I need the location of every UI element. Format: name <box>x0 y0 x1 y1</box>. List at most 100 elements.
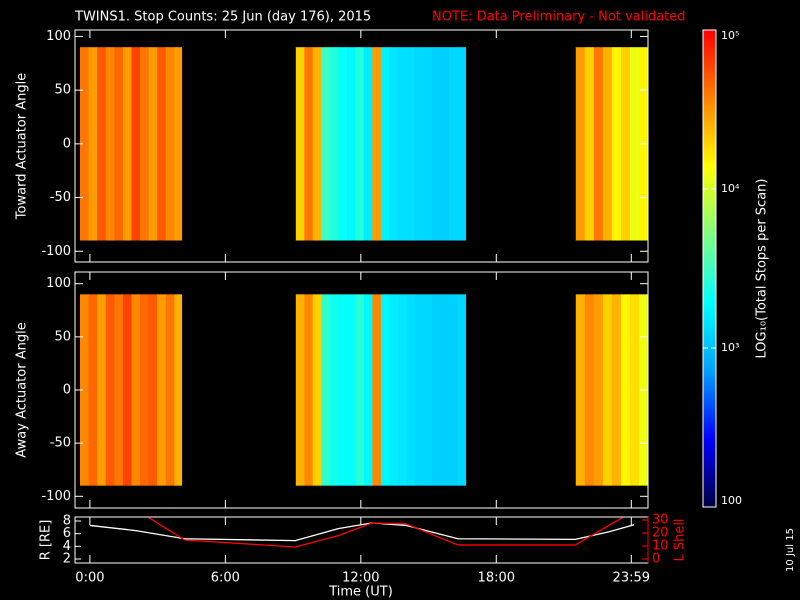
heatmap-cell <box>611 294 622 486</box>
heatmap-cell <box>457 47 467 241</box>
heatmap-cell <box>629 47 640 241</box>
y2-tick-label: 0 <box>652 551 660 566</box>
heatmap-cell <box>602 47 613 241</box>
y-tick-label: 50 <box>54 329 71 344</box>
heatmap-cell <box>372 47 382 241</box>
heatmap-cell <box>114 294 124 486</box>
chart-title: TWINS1. Stop Counts: 25 Jun (day 176), 2… <box>74 10 371 25</box>
heatmap-cell <box>575 294 586 486</box>
panel-frame <box>74 29 649 263</box>
heatmap-cell <box>174 47 183 241</box>
heatmap-cell <box>346 47 356 241</box>
colorbar <box>702 29 717 508</box>
heatmap-cell <box>105 294 115 486</box>
heatmap-cell <box>97 47 107 241</box>
heatmap-cell <box>593 294 604 486</box>
heatmap-cell <box>414 294 424 486</box>
y-tick-label: 4 <box>63 539 71 554</box>
heatmap-cell <box>448 47 458 241</box>
heatmap-cell <box>431 47 441 241</box>
heatmap-cell <box>406 294 416 486</box>
colorbar-label: LOG₁₀(Total Stops per Scan) <box>755 179 770 359</box>
y-tick-label: 0 <box>63 136 71 151</box>
heatmap-cell <box>122 47 132 241</box>
y-tick-label: 100 <box>46 29 71 44</box>
heatmap-cell <box>312 294 322 486</box>
heatmap-cell <box>431 294 441 486</box>
heatmap-cell <box>363 294 373 486</box>
heatmap-cell <box>321 47 331 241</box>
colorbar-tick-label: 10⁵ <box>721 29 739 42</box>
heatmap-cell <box>397 47 407 241</box>
x-axis-label: Time (UT) <box>328 585 393 600</box>
heatmap-cell <box>363 47 373 241</box>
date-stamp: 10 Jul 15 <box>785 528 796 572</box>
heatmap-cell <box>312 47 322 241</box>
heatmap-cell <box>131 294 141 486</box>
y-tick-label: -100 <box>41 489 71 504</box>
y2-tick-label: 20 <box>652 525 669 540</box>
heatmap-cell <box>346 294 356 486</box>
heatmap-cell <box>620 47 631 241</box>
heatmap-cell <box>584 47 595 241</box>
x-tick-label: 0:00 <box>75 571 104 586</box>
y2-axis-label: L Shell <box>673 518 688 561</box>
heatmap-cell <box>355 47 365 241</box>
heatmap-cell <box>174 294 183 486</box>
heatmap-cell <box>575 47 586 241</box>
heatmap-cell <box>295 294 305 486</box>
heatmap-cell <box>88 294 98 486</box>
heatmap-cell <box>329 47 339 241</box>
x-tick-label: 12:00 <box>342 571 379 586</box>
heatmap-cell <box>105 47 115 241</box>
heatmap-cell <box>79 294 89 486</box>
heatmap-cell <box>122 294 132 486</box>
heatmap-cell <box>114 47 124 241</box>
orbit-lines <box>89 517 635 548</box>
heatmap-cell <box>140 47 149 241</box>
heatmap-cell <box>440 294 450 486</box>
x-tick-label: 23:59 <box>613 571 650 586</box>
heatmap-cell <box>629 294 640 486</box>
heatmap-cell <box>372 294 382 486</box>
heatmap-cell <box>148 294 158 486</box>
heatmap-cell <box>131 47 141 241</box>
heatmap-cell <box>406 47 416 241</box>
heatmap-cell <box>611 47 622 241</box>
x-tick-label: 18:00 <box>478 571 515 586</box>
heatmap-cell <box>397 294 407 486</box>
heatmap-cell <box>593 47 604 241</box>
heatmap-cell <box>355 294 365 486</box>
heatmap-cell <box>389 294 399 486</box>
heatmap-cell <box>304 47 314 241</box>
heatmap-cell <box>440 47 450 241</box>
heatmap-cell <box>304 294 314 486</box>
orbit-line <box>148 517 624 548</box>
heatmap-cell <box>97 294 107 486</box>
y2-tick-label: 10 <box>652 538 669 553</box>
heatmap-cell <box>88 47 98 241</box>
y-tick-label: 8 <box>63 513 71 528</box>
y-axis-label: Away Actuator Angle <box>15 322 30 457</box>
heatmap-cell <box>165 294 175 486</box>
y-tick-label: 0 <box>63 383 71 398</box>
heatmap-cell <box>414 47 424 241</box>
y-tick-label: 100 <box>46 276 71 291</box>
x-tick-label: 6:00 <box>211 571 240 586</box>
heatmap-cell <box>338 294 348 486</box>
heatmap-cell <box>329 294 339 486</box>
heatmap-cell <box>423 294 433 486</box>
heatmap-cell <box>380 294 390 486</box>
y-tick-label: -50 <box>50 190 71 205</box>
heatmap-cell <box>448 294 458 486</box>
y-axis-label: Toward Actuator Angle <box>15 73 30 220</box>
y-tick-label: -50 <box>50 436 71 451</box>
colorbar-tick-label: 100 <box>721 494 742 507</box>
heatmap-cell <box>148 47 158 241</box>
y-tick-label: -100 <box>41 244 71 259</box>
heatmap-cell <box>321 294 331 486</box>
y-axis-label: R [RE] <box>39 520 54 561</box>
heatmap-cell <box>380 47 390 241</box>
colorbar-tick-label: 10⁴ <box>721 182 740 195</box>
